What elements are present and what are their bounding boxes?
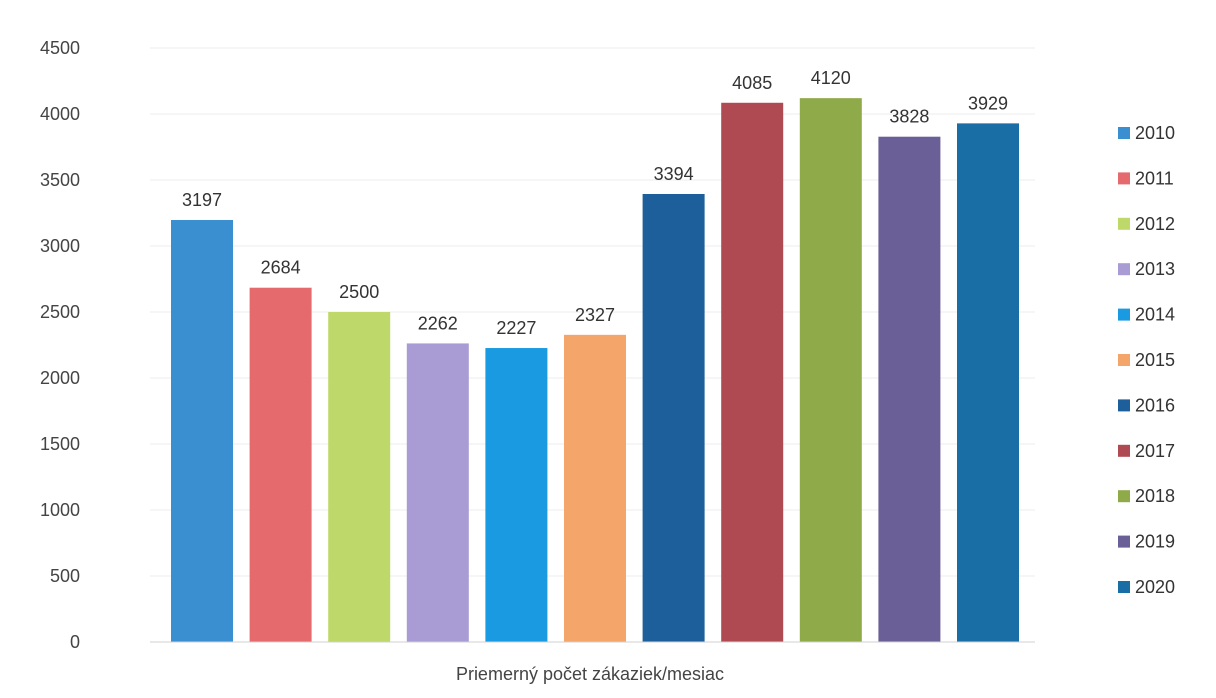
y-tick-label: 2500 <box>40 302 80 322</box>
legend-label-2019: 2019 <box>1135 532 1175 552</box>
legend-label-2014: 2014 <box>1135 305 1175 325</box>
bar-2014 <box>485 348 548 642</box>
legend-swatch-2018 <box>1118 490 1130 503</box>
bar-2013 <box>406 343 469 642</box>
legend-swatch-2014 <box>1118 308 1130 321</box>
y-tick-label: 4000 <box>40 104 80 124</box>
legend-label-2018: 2018 <box>1135 486 1175 506</box>
legend-label-2015: 2015 <box>1135 350 1175 370</box>
data-label-2014: 2227 <box>496 318 536 338</box>
data-labels: 3197 2684 2500 2262 2227 2327 3394 4085 4120 3828… <box>182 68 1008 338</box>
legend-swatch-2019 <box>1118 535 1130 548</box>
bar-2017 <box>721 102 784 642</box>
bar-2011 <box>249 287 312 642</box>
bar-2015 <box>564 334 626 642</box>
data-label-2013: 2262 <box>418 313 458 333</box>
legend-swatch-2010 <box>1118 127 1130 139</box>
bar-2018 <box>799 98 862 642</box>
legend-swatch-2020 <box>1118 581 1130 593</box>
y-tick-label: 3500 <box>40 170 80 190</box>
y-tick-label: 1000 <box>40 500 80 520</box>
data-label-2011: 2684 <box>261 258 301 278</box>
bar-2016 <box>642 193 705 642</box>
legend-label-2012: 2012 <box>1135 214 1175 234</box>
legend-label-2013: 2013 <box>1135 259 1175 279</box>
y-tick-label: 4500 <box>40 38 80 58</box>
legend-swatch-2017 <box>1118 444 1130 457</box>
data-label-2020: 3929 <box>968 93 1008 113</box>
legend-label-2017: 2017 <box>1135 441 1175 461</box>
y-tick-label: 1500 <box>40 434 80 454</box>
y-axis: 0 500 1000 1500 2000 2500 3000 3500 4000 4500 <box>40 38 80 652</box>
legend-label-2020: 2020 <box>1135 577 1175 597</box>
legend-swatch-2013 <box>1118 263 1130 276</box>
legend: 2010 2011 2012 2013 2014 2015 2016 2017 2018 2019… <box>1118 123 1175 597</box>
data-label-2019: 3828 <box>889 107 929 127</box>
y-tick-label: 2000 <box>40 368 80 388</box>
bar-2020 <box>957 123 1019 642</box>
legend-swatch-2011 <box>1118 172 1130 185</box>
legend-swatch-2012 <box>1118 217 1130 230</box>
bar-2012 <box>328 312 391 642</box>
y-tick-label: 500 <box>50 566 80 586</box>
y-tick-label: 0 <box>70 632 80 652</box>
legend-label-2010: 2010 <box>1135 123 1175 143</box>
legend-label-2016: 2016 <box>1135 395 1175 415</box>
x-axis-label: Priemerný počet zákaziek/mesiac <box>456 664 724 684</box>
data-label-2016: 3394 <box>654 164 694 184</box>
legend-label-2011: 2011 <box>1135 168 1174 188</box>
legend-swatch-2015 <box>1118 354 1130 366</box>
legend-swatch-2016 <box>1118 399 1130 412</box>
data-label-2010: 3197 <box>182 190 222 210</box>
bars <box>171 98 1019 643</box>
data-label-2018: 4120 <box>811 68 851 88</box>
bar-2019 <box>878 136 941 643</box>
data-label-2012: 2500 <box>339 282 379 302</box>
data-label-2015: 2327 <box>575 305 615 325</box>
y-tick-label: 3000 <box>40 236 80 256</box>
data-label-2017: 4085 <box>732 73 772 93</box>
bar-2010 <box>171 219 233 642</box>
